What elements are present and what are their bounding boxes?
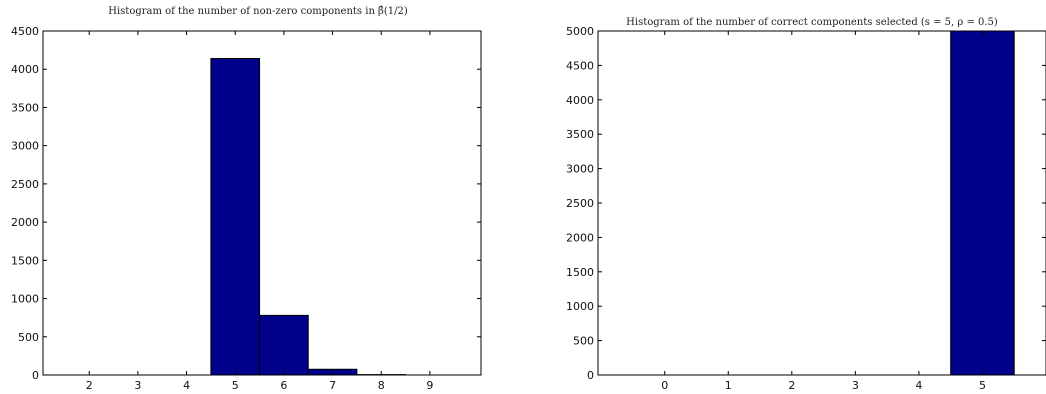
bar-5 bbox=[950, 30, 1015, 376]
y-tick-label: 3500 bbox=[11, 101, 39, 114]
y-tick-label: 0 bbox=[32, 369, 39, 382]
y-tick-label: 4500 bbox=[11, 25, 39, 38]
y-tick-label: 3000 bbox=[566, 163, 594, 176]
x-tick-label: 5 bbox=[232, 379, 239, 392]
histogram-nonzero-components: Histogram of the number of non-zero comp… bbox=[11, 6, 482, 392]
y-tick-label: 500 bbox=[573, 335, 594, 348]
x-tick-label: 5 bbox=[979, 379, 986, 392]
y-tick-label: 1500 bbox=[566, 266, 594, 279]
y-tick-label: 1000 bbox=[11, 293, 39, 306]
x-tick-label: 4 bbox=[183, 379, 190, 392]
x-tick-label: 6 bbox=[280, 379, 287, 392]
y-tick-label: 1000 bbox=[566, 300, 594, 313]
y-tick-label: 4500 bbox=[566, 59, 594, 72]
x-tick-label: 1 bbox=[725, 379, 732, 392]
y-tick-label: 2500 bbox=[566, 197, 594, 210]
x-tick-label: 3 bbox=[852, 379, 859, 392]
y-tick-label: 5000 bbox=[566, 25, 594, 38]
x-tick-label: 2 bbox=[86, 379, 93, 392]
chart-title: Histogram of the number of non-zero comp… bbox=[108, 6, 408, 17]
x-tick-label: 9 bbox=[426, 379, 433, 392]
y-tick-label: 500 bbox=[18, 331, 39, 344]
y-tick-label: 0 bbox=[587, 369, 594, 382]
y-tick-label: 1500 bbox=[11, 254, 39, 267]
chart-title: Histogram of the number of correct compo… bbox=[626, 17, 998, 28]
x-tick-label: 8 bbox=[378, 379, 385, 392]
y-tick-label: 2000 bbox=[566, 231, 594, 244]
axes-frame bbox=[42, 30, 482, 376]
y-tick-label: 4000 bbox=[566, 94, 594, 107]
y-tick-label: 3500 bbox=[566, 128, 594, 141]
x-tick-label: 3 bbox=[134, 379, 141, 392]
y-tick-label: 3000 bbox=[11, 140, 39, 153]
x-tick-label: 2 bbox=[788, 379, 795, 392]
histogram-correct-components: Histogram of the number of correct compo… bbox=[566, 17, 1046, 392]
x-tick-label: 0 bbox=[661, 379, 668, 392]
bar-5 bbox=[210, 58, 261, 376]
y-tick-label: 2000 bbox=[11, 216, 39, 229]
y-tick-label: 4000 bbox=[11, 63, 39, 76]
y-tick-label: 2500 bbox=[11, 178, 39, 191]
x-tick-label: 7 bbox=[329, 379, 336, 392]
bar-6 bbox=[259, 314, 309, 376]
x-tick-label: 4 bbox=[915, 379, 922, 392]
